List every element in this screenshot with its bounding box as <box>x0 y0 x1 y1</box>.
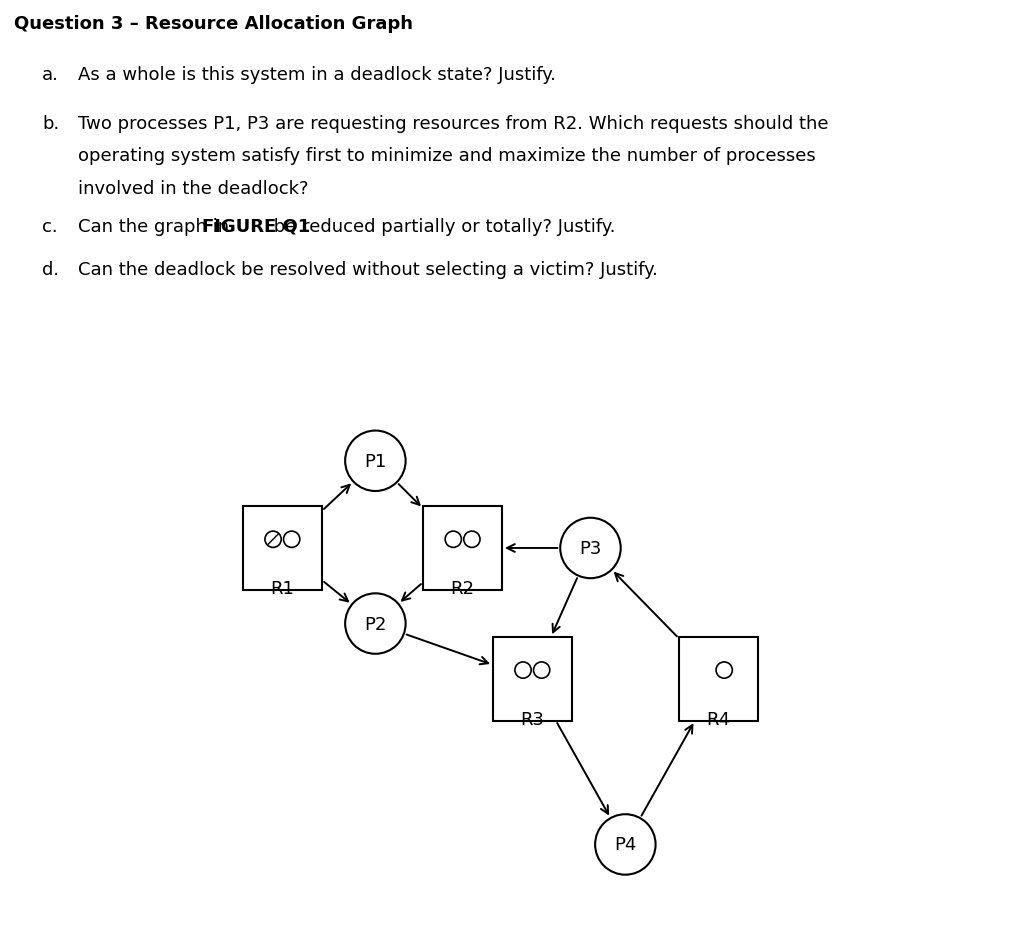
Text: P3: P3 <box>580 540 602 557</box>
Bar <box>243 506 322 590</box>
Text: be reduced partially or totally? Justify.: be reduced partially or totally? Justify… <box>268 217 615 235</box>
Circle shape <box>345 594 406 654</box>
Text: As a whole is this system in a deadlock state? Justify.: As a whole is this system in a deadlock … <box>78 66 556 84</box>
Text: Can the deadlock be resolved without selecting a victim? Justify.: Can the deadlock be resolved without sel… <box>78 261 657 279</box>
Text: P4: P4 <box>614 836 637 854</box>
Circle shape <box>534 663 550 679</box>
Circle shape <box>560 518 621 579</box>
Text: FIGURE Q1: FIGURE Q1 <box>202 217 310 235</box>
Text: Two processes P1, P3 are requesting resources from R2. Which requests should the: Two processes P1, P3 are requesting reso… <box>78 114 828 132</box>
Circle shape <box>515 663 531 679</box>
Text: P2: P2 <box>365 615 387 633</box>
Bar <box>493 637 571 721</box>
Circle shape <box>716 663 732 679</box>
Text: Question 3 – Resource Allocation Graph: Question 3 – Resource Allocation Graph <box>14 15 413 32</box>
Text: c.: c. <box>42 217 57 235</box>
Circle shape <box>284 531 300 547</box>
Text: R1: R1 <box>270 580 294 598</box>
Text: R4: R4 <box>707 710 730 728</box>
Text: d.: d. <box>42 261 59 279</box>
Circle shape <box>595 814 655 875</box>
Text: a.: a. <box>42 66 58 84</box>
Text: operating system satisfy first to minimize and maximize the number of processes: operating system satisfy first to minimi… <box>78 147 816 165</box>
Circle shape <box>345 431 406 491</box>
Bar <box>423 506 502 590</box>
Text: R2: R2 <box>451 580 474 598</box>
Circle shape <box>265 531 282 547</box>
Text: b.: b. <box>42 114 59 132</box>
Circle shape <box>464 531 480 547</box>
Text: P1: P1 <box>365 452 386 470</box>
Bar <box>679 637 758 721</box>
Text: involved in the deadlock?: involved in the deadlock? <box>78 180 308 197</box>
Text: R3: R3 <box>520 710 545 728</box>
Text: Can the graph in: Can the graph in <box>78 217 234 235</box>
Circle shape <box>445 531 462 547</box>
